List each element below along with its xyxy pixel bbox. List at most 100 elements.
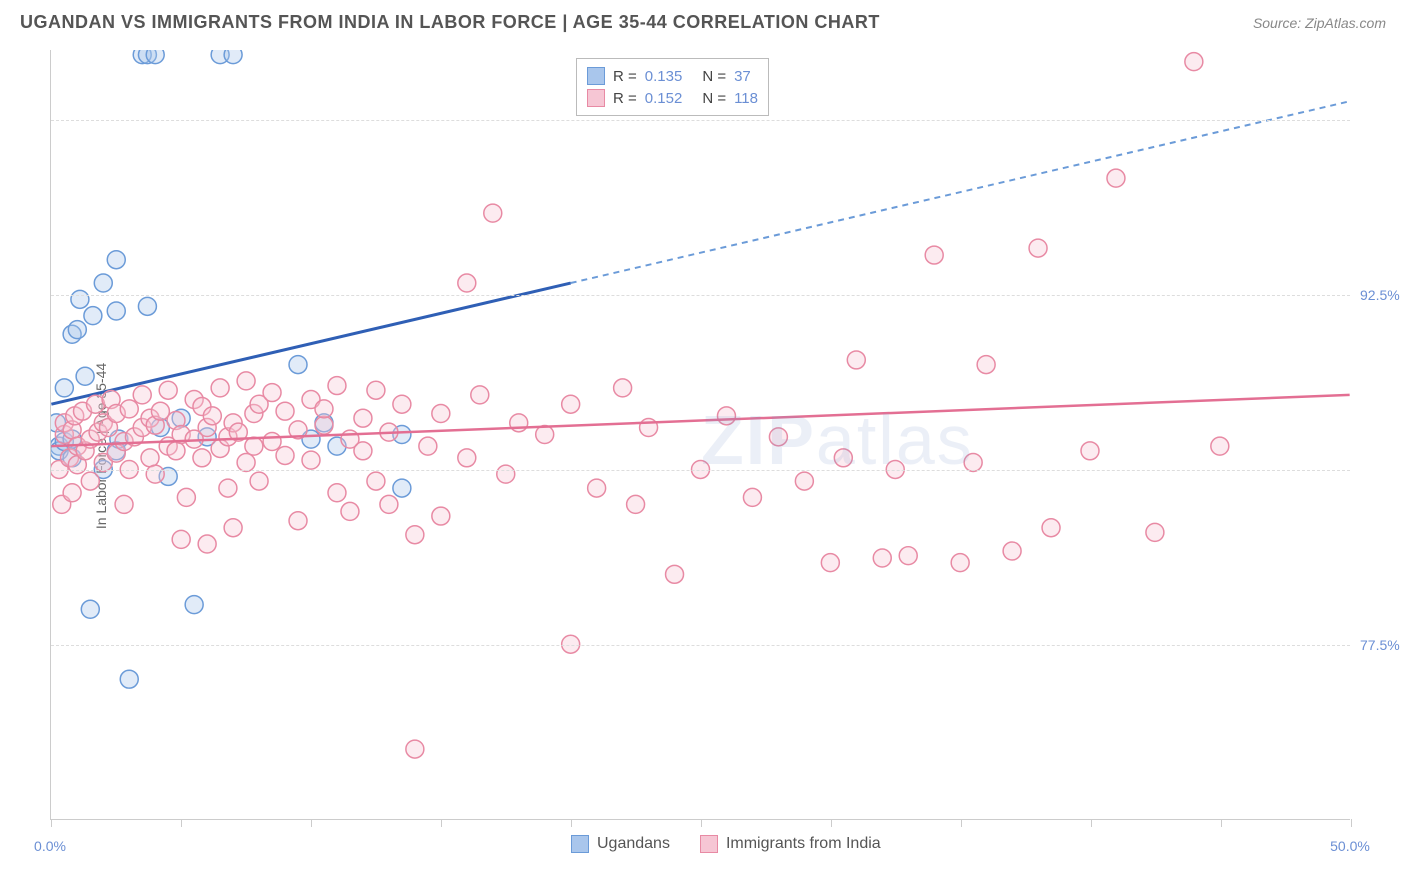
- legend-bottom: Ugandans Immigrants from India: [571, 835, 881, 853]
- data-point: [146, 465, 164, 483]
- data-point: [289, 512, 307, 530]
- source-label: Source: ZipAtlas.com: [1253, 15, 1386, 31]
- y-gridline: [51, 295, 1350, 296]
- data-point: [393, 395, 411, 413]
- data-point: [276, 446, 294, 464]
- x-tick: [311, 819, 312, 827]
- x-tick: [571, 819, 572, 827]
- data-point: [627, 495, 645, 513]
- data-point: [873, 549, 891, 567]
- y-gridline: [51, 645, 1350, 646]
- y-gridline: [51, 120, 1350, 121]
- legend-label: Immigrants from India: [726, 835, 881, 853]
- data-point: [497, 465, 515, 483]
- data-point: [84, 307, 102, 325]
- trend-line-solid: [51, 395, 1349, 446]
- stats-row: R = 0.135N = 37: [587, 65, 758, 87]
- data-point: [458, 274, 476, 292]
- data-point: [419, 437, 437, 455]
- data-point: [406, 526, 424, 544]
- data-point: [484, 204, 502, 222]
- x-tick: [441, 819, 442, 827]
- data-point: [1211, 437, 1229, 455]
- data-point: [562, 395, 580, 413]
- data-point: [964, 453, 982, 471]
- data-point: [107, 302, 125, 320]
- stat-n-label: N =: [702, 68, 726, 85]
- legend-label: Ugandans: [597, 835, 670, 853]
- data-point: [289, 356, 307, 374]
- data-point: [177, 488, 195, 506]
- data-point: [1003, 542, 1021, 560]
- stat-n-value: 37: [734, 68, 751, 85]
- data-point: [834, 449, 852, 467]
- data-point: [367, 472, 385, 490]
- x-tick: [831, 819, 832, 827]
- data-point: [315, 400, 333, 418]
- data-point: [1042, 519, 1060, 537]
- data-point: [172, 530, 190, 548]
- legend-item: Ugandans: [571, 835, 670, 853]
- x-tick: [961, 819, 962, 827]
- data-point: [315, 416, 333, 434]
- x-tick-label: 0.0%: [34, 838, 66, 854]
- data-point: [717, 407, 735, 425]
- x-tick: [701, 819, 702, 827]
- data-point: [769, 428, 787, 446]
- data-point: [151, 402, 169, 420]
- data-point: [1029, 239, 1047, 257]
- data-point: [899, 547, 917, 565]
- stat-r-label: R =: [613, 90, 637, 107]
- data-point: [167, 442, 185, 460]
- y-tick-label: 77.5%: [1360, 637, 1406, 653]
- series-swatch: [587, 67, 605, 85]
- data-point: [1107, 169, 1125, 187]
- data-point: [159, 381, 177, 399]
- data-point: [302, 451, 320, 469]
- chart-title: UGANDAN VS IMMIGRANTS FROM INDIA IN LABO…: [20, 12, 880, 33]
- data-point: [250, 472, 268, 490]
- x-tick: [1221, 819, 1222, 827]
- data-point: [193, 449, 211, 467]
- data-point: [224, 50, 242, 64]
- data-point: [185, 596, 203, 614]
- legend-swatch: [700, 835, 718, 853]
- data-point: [1081, 442, 1099, 460]
- data-point: [354, 409, 372, 427]
- data-point: [94, 274, 112, 292]
- x-tick: [181, 819, 182, 827]
- stats-legend-box: R = 0.135N = 37R = 0.152N = 118: [576, 58, 769, 116]
- trend-line-dashed: [571, 101, 1350, 283]
- y-gridline: [51, 470, 1350, 471]
- data-point: [63, 484, 81, 502]
- data-point: [666, 565, 684, 583]
- scatter-svg: [51, 50, 1350, 819]
- series-swatch: [587, 89, 605, 107]
- data-point: [380, 495, 398, 513]
- data-point: [81, 472, 99, 490]
- legend-item: Immigrants from India: [700, 835, 881, 853]
- stat-r-value: 0.152: [645, 90, 683, 107]
- data-point: [133, 386, 151, 404]
- data-point: [367, 381, 385, 399]
- data-point: [925, 246, 943, 264]
- data-point: [432, 507, 450, 525]
- data-point: [237, 453, 255, 471]
- data-point: [406, 740, 424, 758]
- data-point: [120, 400, 138, 418]
- data-point: [432, 405, 450, 423]
- data-point: [471, 386, 489, 404]
- data-point: [107, 251, 125, 269]
- stat-n-value: 118: [734, 90, 758, 107]
- legend-swatch: [571, 835, 589, 853]
- data-point: [328, 377, 346, 395]
- data-point: [1146, 523, 1164, 541]
- y-tick-label: 92.5%: [1360, 287, 1406, 303]
- stats-row: R = 0.152N = 118: [587, 87, 758, 109]
- data-point: [588, 479, 606, 497]
- data-point: [71, 290, 89, 308]
- data-point: [1185, 53, 1203, 71]
- data-point: [354, 442, 372, 460]
- data-point: [263, 384, 281, 402]
- data-point: [138, 297, 156, 315]
